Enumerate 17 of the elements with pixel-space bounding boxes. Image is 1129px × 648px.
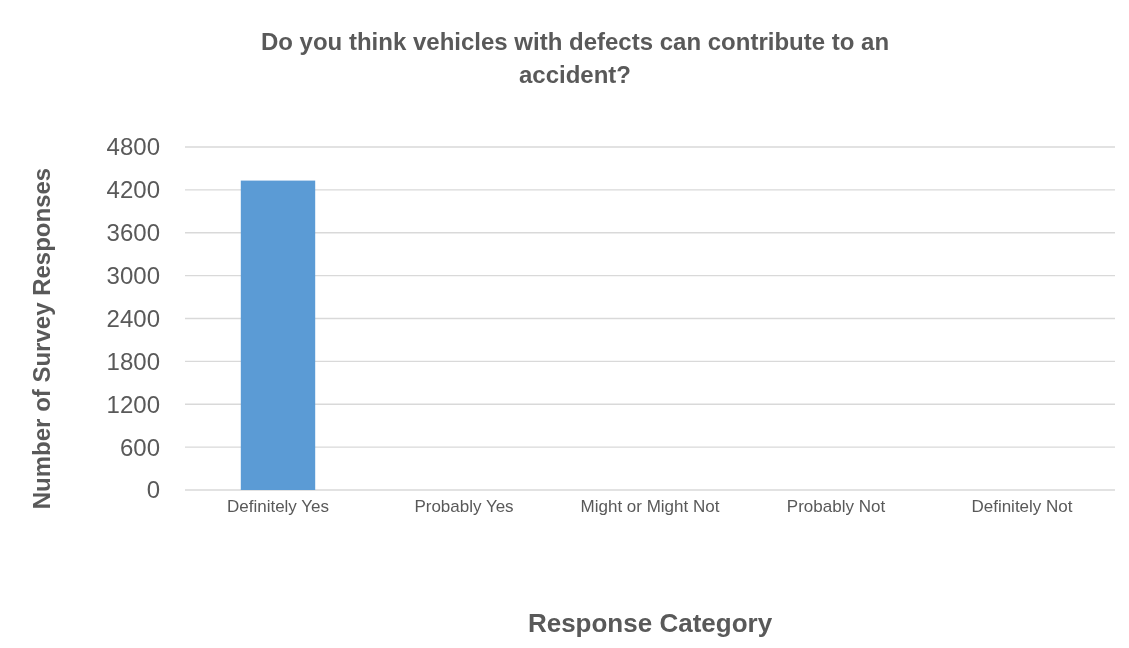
x-tick-label: Might or Might Not (580, 497, 720, 516)
y-tick-label: 4200 (106, 176, 160, 204)
x-tick-label: Probably Yes (414, 497, 514, 516)
y-tick-label: 1200 (106, 390, 160, 418)
x-axis-title: Response Category (527, 608, 773, 638)
y-tick-label: 3000 (106, 262, 160, 290)
x-tick-label: Definitely Yes (226, 497, 330, 516)
y-tick-label: 0 (146, 476, 160, 504)
y-axis-title: Number of Survey Responses (28, 167, 55, 510)
chart-title: Do you think vehicles with defects can contribute to an accident? (260, 28, 890, 88)
x-tick-label: Definitely Not (971, 497, 1073, 516)
y-tick-label: 600 (119, 433, 160, 461)
y-tick-label: 3600 (106, 219, 160, 247)
y-tick-label: 2400 (106, 304, 160, 332)
y-tick-label: 1800 (106, 347, 160, 375)
x-tick-label: Probably Not (786, 497, 886, 516)
y-tick-label: 4800 (106, 133, 160, 161)
